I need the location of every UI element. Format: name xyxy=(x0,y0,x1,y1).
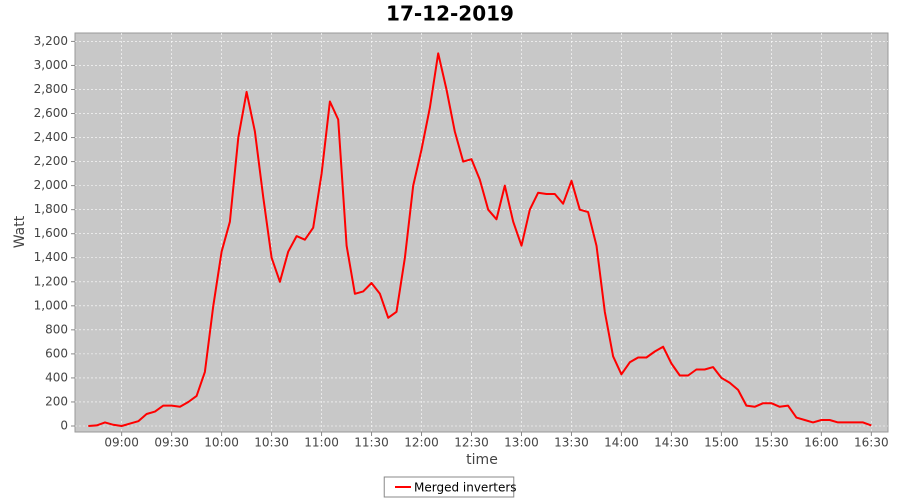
x-tick-label: 10:00 xyxy=(204,436,239,450)
y-tick-label: 800 xyxy=(45,322,68,336)
x-tick-label: 11:00 xyxy=(304,436,339,450)
y-tick-label: 2,000 xyxy=(34,178,68,192)
x-tick-label: 15:30 xyxy=(754,436,789,450)
y-axis-label: Watt xyxy=(12,215,28,248)
x-tick-label: 09:30 xyxy=(154,436,189,450)
series-line xyxy=(88,52,872,427)
y-tick-label: 1,000 xyxy=(34,298,68,312)
y-tick-label: 400 xyxy=(45,370,68,384)
y-tick-label: 1,400 xyxy=(34,250,68,264)
x-tick-label: 12:00 xyxy=(404,436,439,450)
x-tick-label: 10:30 xyxy=(254,436,289,450)
y-tick-label: 2,800 xyxy=(34,82,68,96)
y-tick-label: 3,200 xyxy=(34,34,68,48)
y-tick-label: 1,800 xyxy=(34,202,68,216)
y-tick-label: 0 xyxy=(60,418,68,432)
x-tick-label: 09:00 xyxy=(104,436,139,450)
y-tick-label: 1,600 xyxy=(34,226,68,240)
plot-area xyxy=(74,32,889,433)
x-tick-label: 12:30 xyxy=(454,436,489,450)
x-tick-label: 14:30 xyxy=(654,436,689,450)
x-tick-label: 13:00 xyxy=(504,436,539,450)
legend-box xyxy=(383,476,515,498)
x-tick-label: 13:30 xyxy=(554,436,589,450)
x-tick-label: 14:00 xyxy=(604,436,639,450)
x-tick-label: 15:00 xyxy=(704,436,739,450)
y-tick-label: 2,400 xyxy=(34,130,68,144)
y-tick-label: 3,000 xyxy=(34,58,68,72)
x-axis-label: time xyxy=(466,452,498,468)
y-tick-label: 2,600 xyxy=(34,106,68,120)
legend: Merged inverters xyxy=(383,476,517,498)
legend-label: Merged inverters xyxy=(414,481,517,495)
x-tick-label: 16:00 xyxy=(804,436,839,450)
y-tick-label: 1,200 xyxy=(34,274,68,288)
y-tick-label: 2,200 xyxy=(34,154,68,168)
y-tick-label: 600 xyxy=(45,346,68,360)
chart-title: 17-12-2019 xyxy=(386,2,514,26)
y-tick-label: 200 xyxy=(45,394,68,408)
x-tick-label: 11:30 xyxy=(354,436,389,450)
x-tick-label: 16:30 xyxy=(854,436,889,450)
